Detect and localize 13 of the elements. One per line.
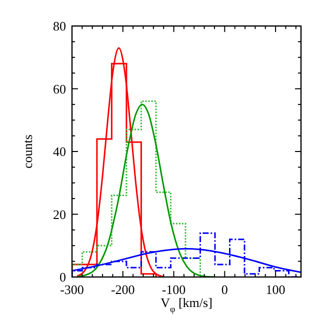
y-tick-label: 80 xyxy=(53,18,66,34)
x-tick-label: -200 xyxy=(110,282,135,297)
x-axis-title: V$_{φ}$ [km/s] xyxy=(160,295,212,314)
x-tick-label: -300 xyxy=(60,282,84,297)
y-tick-label: 40 xyxy=(53,144,66,159)
y-tick-label: 20 xyxy=(53,206,66,222)
y-tick-label: 60 xyxy=(53,81,66,96)
x-tick-label: -100 xyxy=(162,282,186,297)
x-tick-label: 100 xyxy=(266,282,286,297)
y-axis-title: counts xyxy=(20,134,35,168)
y-tick-label: 0 xyxy=(60,270,66,284)
x-tick-label: 0 xyxy=(221,282,228,297)
line-series xyxy=(76,47,164,277)
